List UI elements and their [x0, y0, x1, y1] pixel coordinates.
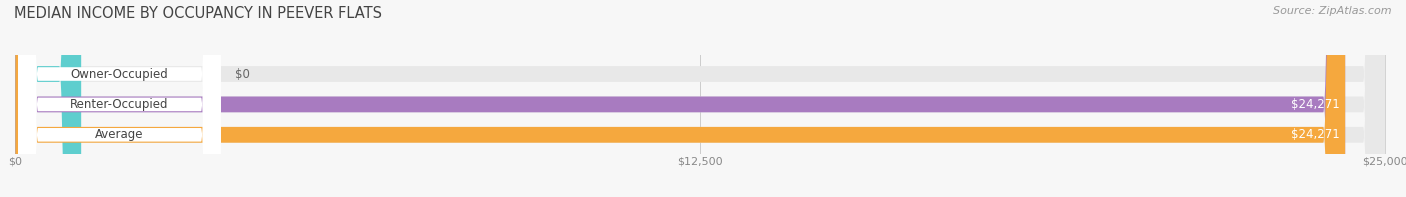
Text: MEDIAN INCOME BY OCCUPANCY IN PEEVER FLATS: MEDIAN INCOME BY OCCUPANCY IN PEEVER FLA… — [14, 6, 382, 21]
FancyBboxPatch shape — [18, 0, 221, 197]
FancyBboxPatch shape — [15, 0, 1385, 197]
Text: $24,271: $24,271 — [1291, 128, 1340, 141]
Text: Average: Average — [96, 128, 143, 141]
FancyBboxPatch shape — [15, 0, 1346, 197]
FancyBboxPatch shape — [18, 0, 221, 197]
FancyBboxPatch shape — [15, 0, 1385, 197]
FancyBboxPatch shape — [18, 0, 221, 197]
FancyBboxPatch shape — [15, 0, 82, 197]
Text: Owner-Occupied: Owner-Occupied — [70, 68, 169, 81]
FancyBboxPatch shape — [15, 0, 1346, 197]
FancyBboxPatch shape — [15, 0, 1385, 197]
Text: $0: $0 — [235, 68, 249, 81]
Text: Renter-Occupied: Renter-Occupied — [70, 98, 169, 111]
Text: $24,271: $24,271 — [1291, 98, 1340, 111]
Text: Source: ZipAtlas.com: Source: ZipAtlas.com — [1274, 6, 1392, 16]
